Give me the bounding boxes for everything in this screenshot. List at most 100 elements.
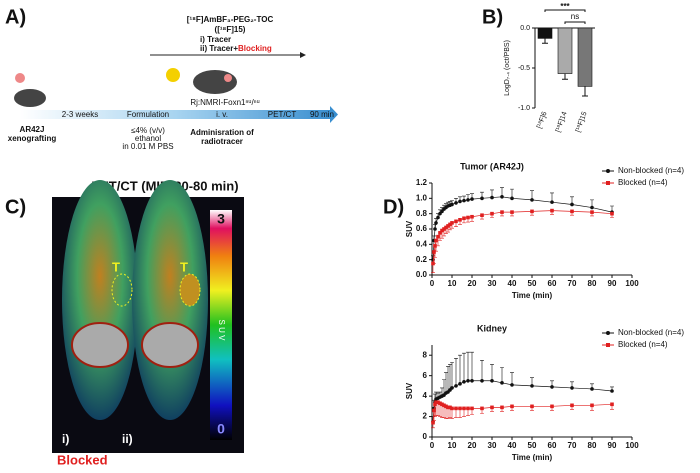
point	[444, 404, 448, 409]
y-tick-label: 0.8	[416, 209, 428, 218]
legend-marker	[606, 343, 610, 347]
point	[530, 404, 534, 409]
x-tick-label: 90	[608, 441, 617, 450]
point	[490, 378, 494, 383]
point	[490, 195, 494, 200]
bar	[557, 27, 573, 74]
image-label: i)	[62, 432, 69, 446]
strain: Rj:NMRI-Foxn1ⁿᵘ/ⁿᵘ	[190, 98, 259, 107]
point	[442, 227, 446, 231]
blocking: Blocking	[238, 44, 272, 53]
x-tick-label: [¹⁸F]6	[536, 111, 549, 130]
note: ≤4% (v/v)	[131, 126, 165, 135]
legend-label: Non-blocked (n=4)	[618, 328, 684, 337]
legend-label: Non-blocked (n=4)	[618, 166, 684, 175]
error-bar	[542, 38, 548, 44]
step: Adminisration of	[190, 128, 254, 137]
point	[462, 380, 466, 384]
error-bar	[500, 367, 504, 383]
x-tick-label: [¹⁸F]14	[555, 111, 569, 133]
point	[610, 389, 614, 393]
point	[446, 405, 450, 410]
point	[550, 404, 554, 409]
legend-marker	[606, 331, 610, 335]
tumor-label: T	[112, 259, 120, 274]
error-bar	[444, 372, 448, 394]
panel-label: B)	[482, 6, 503, 28]
point	[438, 231, 442, 235]
point	[530, 209, 534, 214]
error-bar	[470, 351, 474, 381]
error-bar	[510, 372, 514, 385]
error-bar	[442, 405, 446, 418]
tumor-icon	[224, 74, 232, 82]
annotation: ***	[560, 2, 570, 11]
interval: 2-3 weeks	[62, 110, 98, 119]
point	[590, 210, 594, 214]
arrow-head	[300, 52, 306, 58]
arm-text: ii) Tracer+	[200, 44, 238, 53]
step: xenografting	[8, 134, 57, 143]
point	[440, 402, 444, 407]
y-tick-label: 0.2	[416, 255, 428, 264]
x-axis-label: Time (min)	[512, 453, 553, 462]
point	[490, 405, 494, 410]
pet-image: 3 S U V 0 T T i) ii)	[52, 180, 244, 453]
x-tick-label: 30	[488, 441, 497, 450]
bladder	[71, 322, 129, 368]
y-tick-label: 0.0	[416, 270, 428, 279]
point	[454, 384, 458, 388]
error-bar	[446, 366, 450, 393]
x-tick-label: 0	[430, 279, 435, 288]
y-tick-label: 4	[423, 391, 428, 400]
colorbar	[210, 210, 232, 440]
x-tick-label: 50	[528, 441, 537, 450]
point	[550, 208, 554, 213]
point	[550, 200, 554, 204]
error-bar	[490, 364, 494, 381]
point	[500, 405, 504, 410]
point	[446, 224, 450, 228]
note: in 0.01 M PBS	[122, 142, 173, 151]
step: 90 min	[310, 110, 334, 119]
x-tick-label: 20	[468, 441, 477, 450]
image-label: ii)	[122, 432, 133, 446]
point	[590, 403, 594, 408]
point	[434, 238, 438, 243]
radiation-icon	[166, 68, 180, 82]
error-bar	[480, 360, 484, 381]
point	[500, 210, 504, 214]
error-bar	[462, 352, 466, 382]
point	[550, 385, 554, 389]
point	[500, 195, 504, 199]
x-tick-label: 60	[548, 279, 557, 288]
point	[462, 406, 466, 411]
error-bar	[432, 252, 436, 264]
x-tick-label: 100	[625, 441, 639, 450]
scale-max: 3	[217, 211, 225, 227]
point	[436, 400, 440, 405]
point	[480, 196, 484, 201]
point	[530, 384, 534, 388]
x-tick-label: 100	[625, 279, 639, 288]
point	[438, 401, 442, 406]
point	[454, 406, 458, 411]
x-tick-label: 50	[528, 279, 537, 288]
x-tick-label: 0	[430, 441, 435, 450]
tumor-roi	[179, 273, 201, 307]
legend-label: Blocked (n=4)	[618, 340, 668, 349]
point	[500, 381, 504, 385]
error-bar	[438, 403, 442, 417]
y-axis-label: SUV	[405, 382, 414, 399]
tumor-label: T	[180, 259, 188, 274]
point	[470, 214, 474, 219]
point	[470, 378, 474, 383]
point	[466, 406, 470, 411]
arrow	[330, 106, 338, 123]
note: ethanol	[135, 134, 161, 143]
point	[442, 403, 446, 408]
error-bar	[458, 354, 462, 384]
point	[450, 386, 454, 390]
y-axis-label: SUV	[405, 220, 414, 237]
y-tick-label: 8	[423, 350, 428, 359]
